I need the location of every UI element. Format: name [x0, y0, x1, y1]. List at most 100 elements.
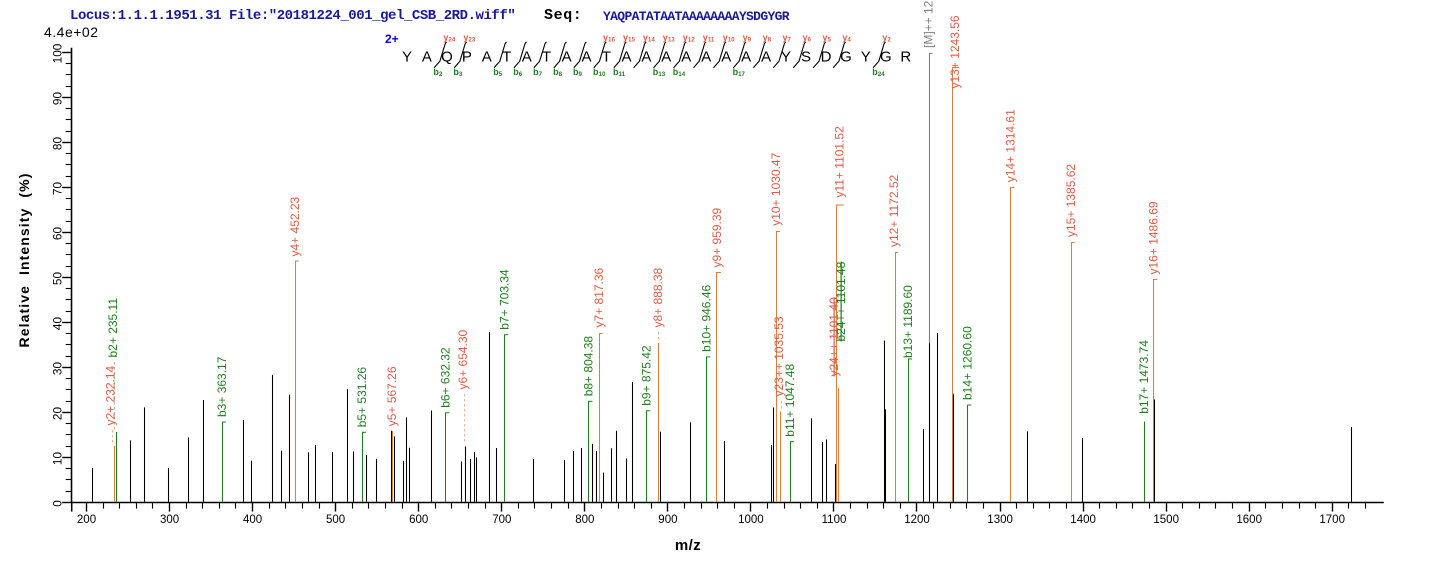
svg-text:90: 90: [51, 92, 65, 106]
svg-text:y23++ 1035.53: y23++ 1035.53: [772, 316, 786, 396]
svg-text:700: 700: [492, 514, 511, 526]
svg-text:A: A: [681, 49, 691, 66]
svg-text:200: 200: [77, 514, 96, 526]
svg-text:b11+ 1047.48: b11+ 1047.48: [783, 364, 797, 437]
svg-text:30: 30: [51, 362, 65, 376]
svg-text:400: 400: [243, 514, 262, 526]
svg-text:A: A: [721, 49, 731, 66]
svg-text:1700: 1700: [1319, 514, 1345, 526]
svg-text:y5: y5: [823, 32, 832, 43]
svg-text:y6+ 654.30: y6+ 654.30: [456, 329, 470, 389]
svg-text:1400: 1400: [1070, 514, 1096, 526]
svg-text:b6+ 632.32: b6+ 632.32: [438, 347, 452, 408]
svg-text:y14: y14: [643, 32, 655, 43]
svg-text:100: 100: [51, 43, 65, 63]
svg-text:y24: y24: [443, 32, 455, 43]
svg-text:y6: y6: [803, 32, 812, 43]
svg-text:y4+ 452.23: y4+ 452.23: [288, 196, 302, 256]
svg-text:80: 80: [51, 137, 65, 151]
svg-text:b7+ 703.34: b7+ 703.34: [497, 269, 511, 330]
svg-text:b24: b24: [872, 67, 885, 78]
svg-text:G: G: [840, 49, 852, 66]
svg-text:b3+ 363.17: b3+ 363.17: [215, 356, 229, 417]
svg-text:[M]++ 1212.5: [M]++ 1212.5: [921, 0, 935, 48]
svg-text:y13+ 1243.56: y13+ 1243.56: [948, 15, 962, 88]
svg-text:b10: b10: [593, 67, 606, 78]
svg-text:b2+ 235.11: b2+ 235.11: [106, 298, 120, 358]
svg-text:y14+ 1314.61: y14+ 1314.61: [1003, 109, 1017, 182]
svg-text:S: S: [801, 49, 811, 66]
svg-text:y2+ 232.14: y2+ 232.14: [104, 365, 118, 425]
svg-text:y23: y23: [463, 32, 475, 43]
svg-text:b5+ 531.26: b5+ 531.26: [355, 367, 369, 428]
svg-text:1500: 1500: [1153, 514, 1179, 526]
svg-text:b14+ 1260.60: b14+ 1260.60: [960, 326, 974, 400]
svg-text:600: 600: [409, 514, 428, 526]
svg-text:20: 20: [51, 407, 65, 421]
svg-text:Q: Q: [441, 49, 453, 66]
svg-text:b10+ 946.46: b10+ 946.46: [699, 285, 713, 352]
svg-text:70: 70: [51, 182, 65, 196]
svg-text:900: 900: [658, 514, 677, 526]
svg-text:b14: b14: [673, 67, 686, 78]
svg-text:T: T: [542, 49, 551, 66]
svg-text:Y: Y: [402, 49, 412, 66]
svg-text:300: 300: [160, 514, 179, 526]
svg-text:A: A: [661, 49, 671, 66]
svg-text:A: A: [482, 49, 492, 66]
svg-text:b11: b11: [613, 67, 626, 78]
svg-text:y13: y13: [663, 32, 675, 43]
svg-text:y9+ 959.39: y9+ 959.39: [710, 207, 724, 267]
svg-text:b6: b6: [513, 67, 523, 78]
svg-text:T: T: [602, 49, 611, 66]
svg-text:T: T: [502, 49, 511, 66]
svg-text:y2: y2: [882, 32, 891, 43]
svg-text:60: 60: [51, 227, 65, 241]
svg-text:A: A: [562, 49, 572, 66]
svg-text:50: 50: [51, 272, 65, 286]
svg-text:b8: b8: [553, 67, 563, 78]
svg-text:G: G: [880, 49, 892, 66]
svg-text:500: 500: [326, 514, 345, 526]
svg-text:b17+ 1473.74: b17+ 1473.74: [1137, 340, 1151, 414]
svg-text:D: D: [821, 49, 832, 66]
svg-text:Y: Y: [861, 49, 871, 66]
svg-text:800: 800: [575, 514, 594, 526]
svg-text:b17: b17: [733, 67, 746, 78]
svg-text:A: A: [621, 49, 631, 66]
svg-text:y16: y16: [603, 32, 615, 43]
svg-text:y11: y11: [703, 32, 715, 43]
svg-text:P: P: [462, 49, 472, 66]
svg-text:A: A: [581, 49, 591, 66]
svg-text:b8+ 804.38: b8+ 804.38: [581, 336, 595, 397]
svg-text:y10+ 1030.47: y10+ 1030.47: [769, 152, 783, 225]
svg-text:y8: y8: [763, 32, 772, 43]
svg-text:y16+ 1486.69: y16+ 1486.69: [1146, 201, 1160, 274]
svg-text:b2: b2: [433, 67, 443, 78]
svg-text:b13+ 1189.60: b13+ 1189.60: [901, 285, 915, 358]
svg-text:b3: b3: [453, 67, 463, 78]
svg-text:R: R: [900, 49, 911, 66]
svg-text:0: 0: [51, 500, 65, 507]
svg-text:b13: b13: [653, 67, 666, 78]
svg-text:b9: b9: [573, 67, 583, 78]
svg-text:10: 10: [51, 452, 65, 466]
svg-text:y8+ 888.38: y8+ 888.38: [651, 267, 665, 327]
svg-text:1600: 1600: [1236, 514, 1262, 526]
svg-text:b5: b5: [493, 67, 503, 78]
svg-text:Y: Y: [781, 49, 791, 66]
svg-text:y5+ 567.26: y5+ 567.26: [385, 366, 399, 426]
svg-text:A: A: [641, 49, 651, 66]
svg-text:y12+ 1172.52: y12+ 1172.52: [887, 174, 901, 247]
svg-text:y10: y10: [723, 32, 735, 43]
svg-text:y11+ 1101.52: y11+ 1101.52: [833, 126, 847, 198]
svg-text:y24++ 1101.40: y24++ 1101.40: [827, 297, 841, 377]
svg-text:b9+ 875.42: b9+ 875.42: [639, 345, 653, 406]
svg-text:b7: b7: [533, 67, 543, 78]
svg-text:y7: y7: [783, 32, 792, 43]
svg-text:A: A: [522, 49, 532, 66]
svg-text:b24++ 1101.48: b24++ 1101.48: [834, 261, 848, 341]
svg-text:y7+ 817.36: y7+ 817.36: [592, 267, 606, 327]
svg-text:1200: 1200: [904, 514, 930, 526]
svg-text:40: 40: [51, 317, 65, 331]
